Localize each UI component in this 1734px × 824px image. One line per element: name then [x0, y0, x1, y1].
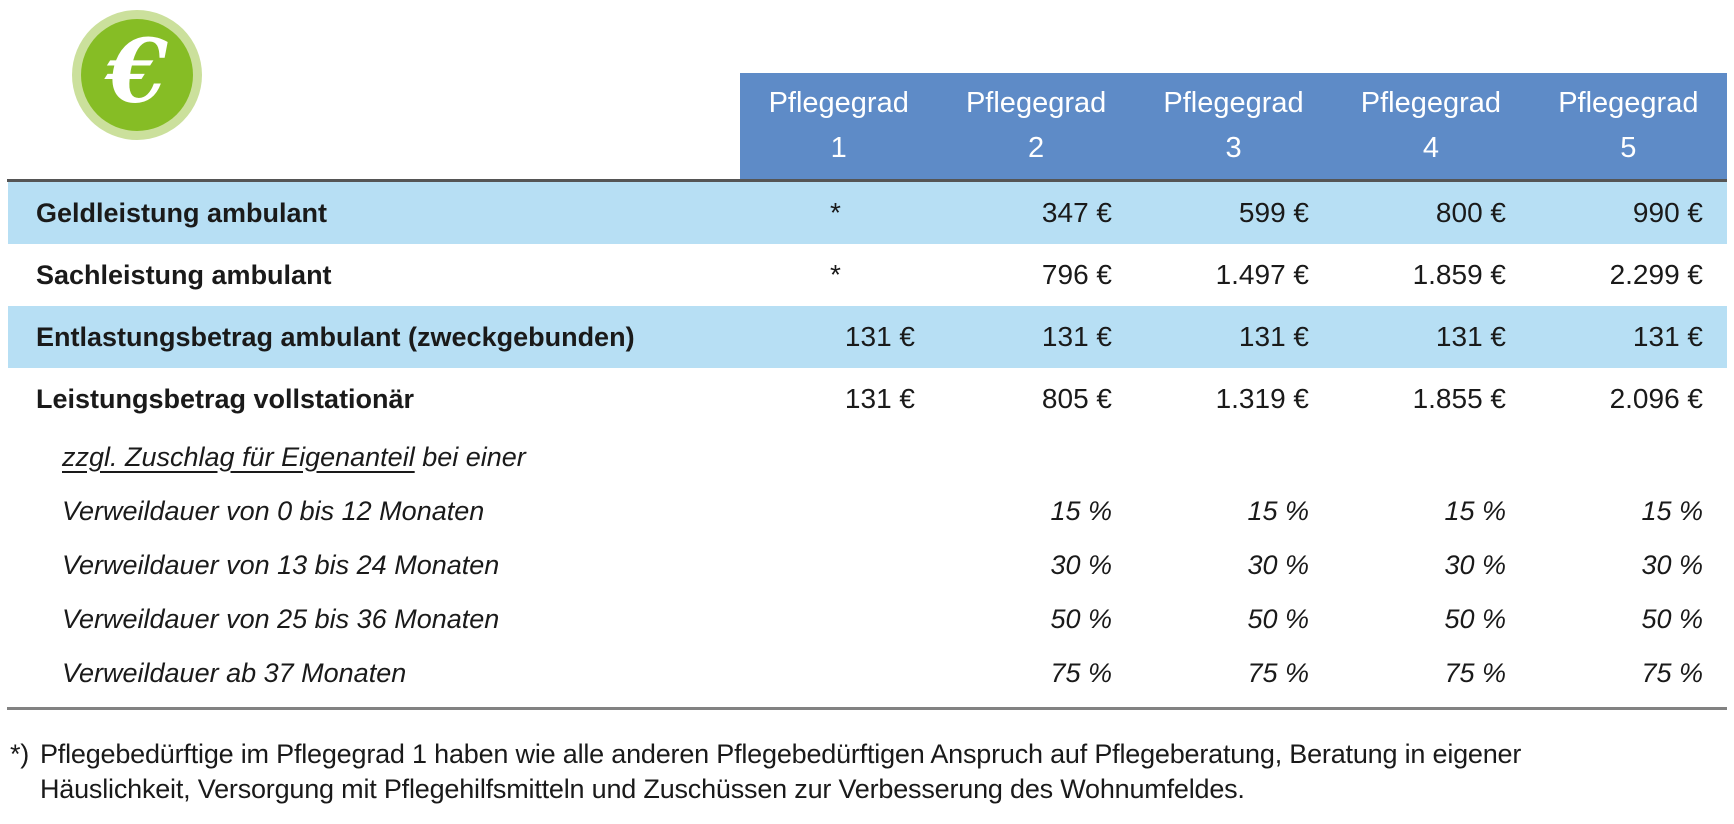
- value-cell: *: [830, 197, 841, 228]
- value-cell: 30 %: [1247, 549, 1309, 580]
- footnote: *) Pflegebedürftige im Pflegegrad 1 habe…: [10, 737, 1521, 807]
- table-row-entlastungsbetrag: Entlastungsbetrag ambulant (zweckgebunde…: [8, 306, 1727, 368]
- value-cell: 50 %: [1050, 603, 1112, 634]
- value-cell: 131 €: [1632, 321, 1703, 352]
- footnote-line-1: Pflegebedürftige im Pflegegrad 1 haben w…: [40, 739, 1522, 769]
- footnote-text: Pflegebedürftige im Pflegegrad 1 haben w…: [40, 737, 1521, 807]
- row-label: Verweildauer von 25 bis 36 Monaten: [62, 603, 500, 634]
- table-row-sachleistung: Sachleistung ambulant * 796 € 1.497 € 1.…: [8, 244, 1727, 306]
- table-body: Geldleistung ambulant * 347 € 599 € 800 …: [8, 182, 1727, 700]
- value-cell: 131 €: [844, 321, 915, 352]
- value-cell: 1.319 €: [1215, 383, 1309, 414]
- column-header-pflegegrad-4: Pflegegrad 4: [1332, 73, 1529, 179]
- value-cell: 800 €: [1435, 197, 1506, 228]
- value-cell: 75 %: [1247, 657, 1309, 688]
- table-row-geldleistung: Geldleistung ambulant * 347 € 599 € 800 …: [8, 182, 1727, 244]
- value-cell: 347 €: [1041, 197, 1112, 228]
- bottom-divider: [7, 707, 1727, 710]
- value-cell: 30 %: [1641, 549, 1703, 580]
- euro-symbol: €: [106, 19, 168, 123]
- column-header-label: Pflegegrad: [965, 87, 1107, 119]
- row-label: Verweildauer ab 37 Monaten: [62, 657, 407, 688]
- table-row-verweildauer-ab-37: Verweildauer ab 37 Monaten 75 % 75 % 75 …: [8, 646, 1727, 700]
- value-cell: 131 €: [844, 383, 915, 414]
- row-label: Verweildauer von 13 bis 24 Monaten: [62, 549, 500, 580]
- column-header-label: Pflegegrad: [768, 87, 909, 119]
- value-cell: 599 €: [1238, 197, 1309, 228]
- row-label: Entlastungsbetrag ambulant (zweckgebunde…: [36, 321, 635, 352]
- value-cell: 1.497 €: [1215, 259, 1309, 290]
- value-cell: 75 %: [1641, 657, 1703, 688]
- value-cell: 50 %: [1641, 603, 1703, 634]
- value-cell: 15 %: [1247, 495, 1309, 526]
- top-divider: [7, 179, 1727, 182]
- table-row-verweildauer-13-24: Verweildauer von 13 bis 24 Monaten 30 % …: [8, 538, 1727, 592]
- column-header-pflegegrad-2: Pflegegrad 2: [937, 73, 1134, 179]
- value-cell: 131 €: [1435, 321, 1506, 352]
- value-cell: 50 %: [1247, 603, 1309, 634]
- row-label: Verweildauer von 0 bis 12 Monaten: [62, 495, 485, 526]
- value-cell: 796 €: [1041, 259, 1112, 290]
- value-cell: 30 %: [1444, 549, 1506, 580]
- value-cell: 75 %: [1444, 657, 1506, 688]
- footnote-line-2: Häuslichkeit, Versorgung mit Pflegehilfs…: [40, 774, 1245, 804]
- value-cell: 990 €: [1632, 197, 1703, 228]
- euro-icon-circle: €: [81, 19, 193, 131]
- column-header-number: 4: [1422, 132, 1439, 164]
- column-header-number: 5: [1620, 132, 1637, 164]
- row-label: Sachleistung ambulant: [36, 259, 332, 290]
- table-row-leistungsbetrag: Leistungsbetrag vollstationär 131 € 805 …: [8, 368, 1727, 430]
- value-cell: 15 %: [1444, 495, 1506, 526]
- row-label-tail: bei einer: [414, 441, 526, 472]
- value-cell: 15 %: [1641, 495, 1703, 526]
- column-header-pflegegrad-3: Pflegegrad 3: [1135, 73, 1332, 179]
- column-header-label: Pflegegrad: [1360, 87, 1502, 119]
- value-cell: 15 %: [1050, 495, 1112, 526]
- value-cell: 50 %: [1444, 603, 1506, 634]
- value-cell: 2.299 €: [1609, 259, 1703, 290]
- value-cell: 131 €: [1041, 321, 1112, 352]
- column-header-number: 2: [1028, 132, 1045, 164]
- value-cell: 1.855 €: [1412, 383, 1506, 414]
- table-header: Pflegegrad 1 Pflegegrad 2 Pflegegrad 3 P…: [740, 73, 1727, 179]
- row-label: Leistungsbetrag vollstationär: [36, 383, 415, 414]
- table-row-zuschlag-header: zzgl. Zuschlag für Eigenanteil bei einer: [8, 430, 1727, 484]
- value-cell: *: [830, 259, 841, 290]
- table-row-verweildauer-25-36: Verweildauer von 25 bis 36 Monaten 50 % …: [8, 592, 1727, 646]
- value-cell: 30 %: [1050, 549, 1112, 580]
- euro-icon: €: [72, 10, 202, 140]
- column-header-label: Pflegegrad: [1558, 87, 1699, 119]
- footnote-marker: *): [10, 739, 30, 769]
- row-label-underlined: zzgl. Zuschlag für Eigenanteil: [62, 441, 415, 472]
- column-header-pflegegrad-5: Pflegegrad 5: [1530, 73, 1727, 179]
- value-cell: 805 €: [1041, 383, 1112, 414]
- value-cell: 131 €: [1238, 321, 1309, 352]
- column-header-pflegegrad-1: Pflegegrad 1: [740, 73, 937, 179]
- column-header-label: Pflegegrad: [1163, 87, 1304, 119]
- row-label: Geldleistung ambulant: [36, 197, 328, 228]
- table-row-verweildauer-0-12: Verweildauer von 0 bis 12 Monaten 15 % 1…: [8, 484, 1727, 538]
- row-label: zzgl. Zuschlag für Eigenanteil bei einer: [8, 442, 742, 473]
- value-cell: 2.096 €: [1609, 383, 1703, 414]
- column-header-number: 1: [830, 132, 847, 164]
- column-header-number: 3: [1225, 132, 1242, 164]
- value-cell: 75 %: [1050, 657, 1112, 688]
- value-cell: 1.859 €: [1412, 259, 1506, 290]
